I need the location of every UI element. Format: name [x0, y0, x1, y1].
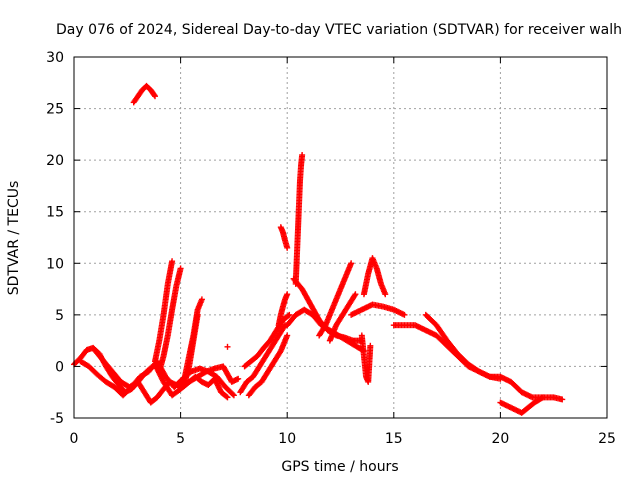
y-tick-label: 25: [46, 102, 64, 118]
plot-frame: [73, 56, 608, 419]
axis-ticks: 0 5 10 15 20 25 -5 0 5 10 15 20 25 30: [46, 50, 616, 447]
y-tick-label: 30: [46, 50, 64, 66]
data-point: [538, 395, 545, 402]
x-tick-label: 10: [278, 431, 296, 447]
y-tick-label: 0: [55, 359, 64, 375]
data-point: [497, 375, 504, 382]
data-point: [229, 391, 236, 398]
x-tick-label: 15: [385, 431, 403, 447]
data-point: [198, 296, 205, 303]
data-point: [152, 93, 159, 100]
data-point: [401, 311, 408, 318]
y-tick-label: 5: [55, 308, 64, 324]
data-point: [224, 343, 231, 350]
data-point: [281, 323, 288, 330]
data-point: [235, 375, 242, 382]
data-point: [284, 332, 291, 339]
x-tick-label: 25: [598, 431, 616, 447]
data-points: [71, 82, 566, 416]
data-point: [540, 394, 547, 401]
x-tick-label: 5: [176, 431, 185, 447]
y-axis-label: SDTVAR / TECUs: [6, 181, 22, 296]
x-axis-label: GPS time / hours: [281, 459, 398, 475]
y-tick-label: -5: [50, 411, 64, 427]
data-point: [284, 244, 291, 251]
x-tick-label: 20: [491, 431, 509, 447]
data-point: [194, 311, 201, 318]
data-point: [151, 92, 158, 99]
data-point: [230, 392, 237, 399]
x-tick-label: 0: [70, 431, 79, 447]
data-point: [169, 258, 176, 265]
data-point: [177, 265, 184, 272]
data-point: [299, 151, 306, 158]
data-point: [348, 260, 355, 267]
data-point: [352, 291, 359, 298]
data-point: [223, 393, 230, 400]
data-point: [284, 291, 291, 298]
data-point: [286, 311, 293, 318]
y-tick-label: 20: [46, 153, 64, 169]
data-point: [285, 312, 292, 319]
data-point: [367, 342, 374, 349]
data-point: [559, 396, 566, 403]
data-point: [351, 292, 358, 299]
data-point: [224, 394, 231, 401]
data-point: [382, 291, 389, 298]
y-tick-label: 15: [46, 205, 64, 221]
y-tick-label: 10: [46, 256, 64, 272]
chart-title: Day 076 of 2024, Sidereal Day-to-day VTE…: [56, 22, 622, 38]
